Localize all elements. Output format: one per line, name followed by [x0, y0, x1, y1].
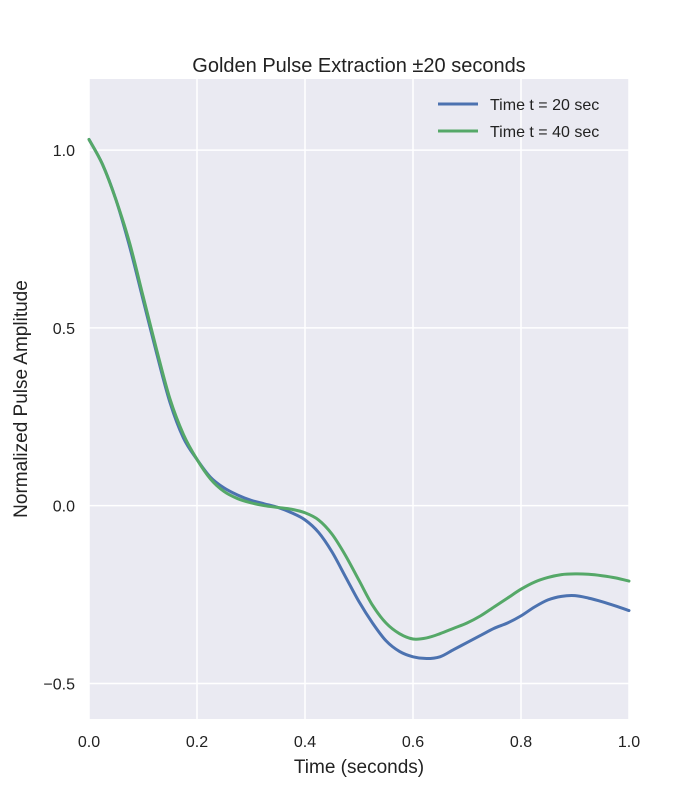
- x-axis-label: Time (seconds): [294, 757, 424, 778]
- y-tick-label: 0.0: [53, 499, 75, 516]
- y-axis-label: Normalized Pulse Amplitude: [11, 280, 32, 518]
- x-tick-label: 0.0: [78, 734, 100, 751]
- y-tick-label: 1.0: [53, 143, 75, 160]
- y-tick-label: −0.5: [43, 676, 75, 693]
- x-tick-label: 1.0: [618, 734, 640, 751]
- y-tick-label: 0.5: [53, 321, 75, 338]
- x-tick-label: 0.8: [510, 734, 532, 751]
- plot-background: [89, 79, 629, 719]
- legend-label-series-1: Time t = 20 sec: [490, 97, 599, 114]
- legend: Time t = 20 sec Time t = 40 sec: [438, 97, 599, 141]
- grid-lines: [88, 79, 630, 719]
- y-tick-labels: −0.5 0.0 0.5 1.0: [43, 143, 75, 693]
- series-line-2: [87, 137, 631, 641]
- series-lines: [87, 137, 631, 661]
- chart-title: Golden Pulse Extraction ±20 seconds: [192, 55, 525, 77]
- x-tick-label: 0.6: [402, 734, 424, 751]
- x-tick-label: 0.2: [186, 734, 208, 751]
- x-tick-label: 0.4: [294, 734, 316, 751]
- x-tick-labels: 0.0 0.2 0.4 0.6 0.8 1.0: [78, 734, 640, 751]
- legend-label-series-2: Time t = 40 sec: [490, 124, 599, 141]
